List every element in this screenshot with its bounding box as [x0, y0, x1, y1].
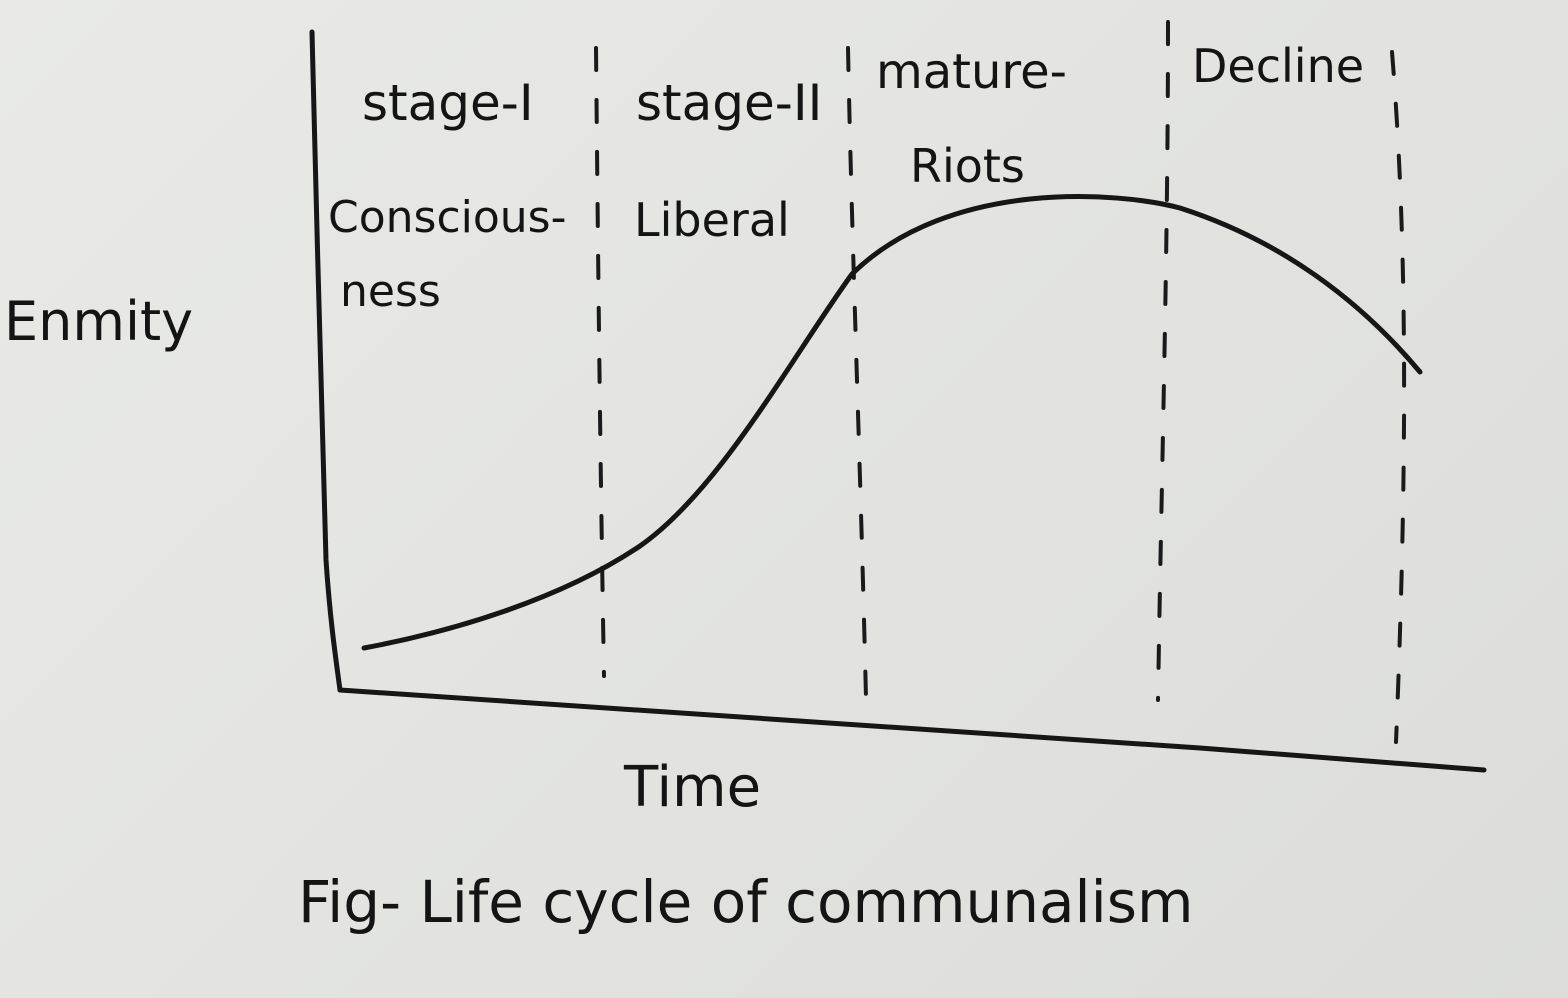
stage-divider-4: [1390, 50, 1407, 744]
figure-caption: Fig- Life cycle of communalism: [298, 868, 1193, 936]
x-axis-label: Time: [623, 755, 761, 820]
stage-4-heading: Decline: [1192, 39, 1364, 93]
stage-3-name: Riots: [910, 139, 1025, 193]
y-axis: [309, 29, 343, 693]
stage-divider-2: [846, 46, 868, 700]
stage-1-name-line2: ness: [340, 266, 441, 317]
y-axis-label: Enmity: [4, 290, 193, 353]
stage-2-heading: stage-II: [636, 74, 822, 132]
stage-1-heading: stage-I: [362, 74, 534, 132]
x-axis: [337, 687, 1487, 773]
stage-divider-3: [1156, 20, 1170, 702]
stage-divider-1: [594, 46, 606, 678]
stage-3-heading: mature-: [876, 44, 1067, 100]
stage-2-name: Liberal: [634, 193, 790, 247]
stage-1-name-line1: Conscious-: [328, 192, 566, 243]
enmity-curve: [361, 194, 1423, 651]
